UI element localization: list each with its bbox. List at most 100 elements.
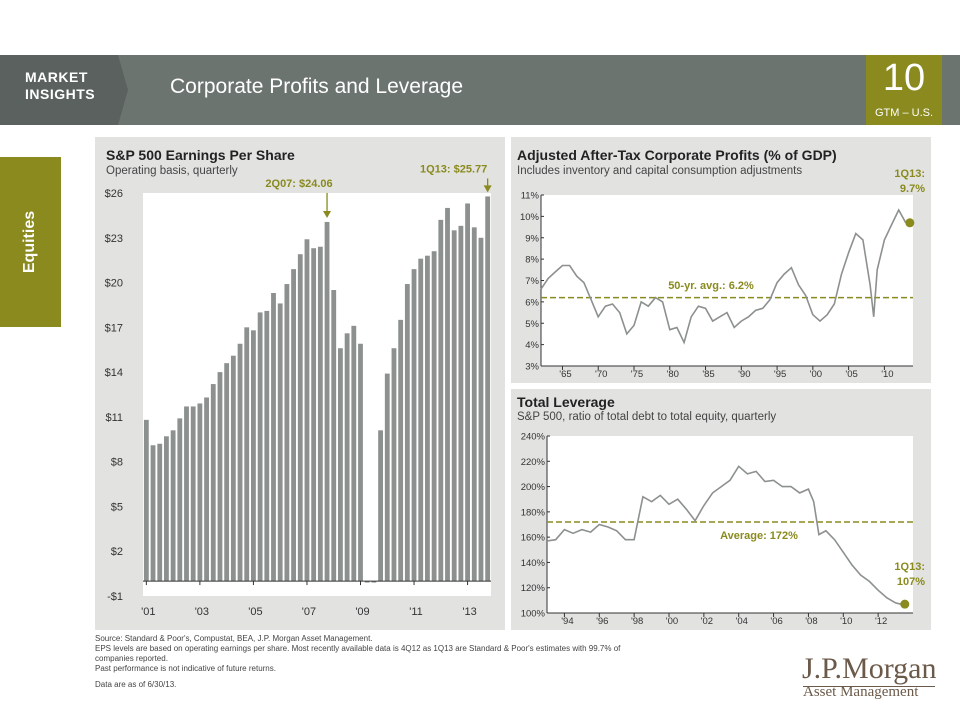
leverage-chart-title: Total Leverage bbox=[517, 394, 615, 410]
leverage-series-line bbox=[546, 465, 901, 605]
profits-ytick-label: 4% bbox=[525, 340, 539, 351]
jpmorgan-logo: J.P.Morgan bbox=[802, 652, 937, 685]
eps-bar bbox=[465, 203, 470, 582]
profits-xtick-label: '95 bbox=[774, 369, 786, 380]
eps-bar bbox=[210, 384, 216, 582]
eps-bar bbox=[244, 327, 250, 582]
leverage-end-marker bbox=[900, 599, 910, 609]
eps-bar bbox=[451, 230, 457, 582]
eps-bar bbox=[197, 403, 203, 582]
leverage-average-label: Average: 172% bbox=[720, 530, 798, 542]
eps-bar bbox=[217, 372, 223, 582]
eps-ytick-label: $26 bbox=[105, 188, 123, 200]
eps-bar bbox=[404, 284, 410, 582]
eps-bar bbox=[291, 269, 296, 582]
leverage-xtick-label: '04 bbox=[736, 616, 748, 627]
leverage-chart-panel: Total Leverage S&P 500, ratio of total d… bbox=[511, 389, 931, 630]
page-number: 10 bbox=[882, 57, 926, 99]
eps-bar bbox=[170, 430, 176, 582]
footnote-source: Source: Standard & Poor's, Compustat, BE… bbox=[95, 634, 373, 643]
eps-bar bbox=[431, 251, 437, 582]
eps-bar bbox=[251, 330, 256, 582]
eps-chart-subtitle: Operating basis, quarterly bbox=[106, 165, 238, 177]
footnote-eps: EPS levels are based on operating earnin… bbox=[95, 644, 621, 653]
profits-xtick-label: '05 bbox=[845, 369, 857, 380]
eps-ytick-label: $17 bbox=[105, 322, 123, 334]
leverage-plot-area bbox=[547, 436, 913, 613]
profits-ytick-label: 3% bbox=[525, 362, 539, 373]
eps-bar bbox=[277, 303, 283, 582]
leverage-xtick-label: '94 bbox=[561, 616, 573, 627]
profits-average-label: 50-yr. avg.: 6.2% bbox=[668, 280, 754, 292]
eps-bar bbox=[351, 325, 357, 582]
eps-bar bbox=[445, 207, 450, 582]
leverage-xtick-label: '08 bbox=[805, 616, 817, 627]
profits-plot-area bbox=[541, 195, 913, 366]
page-section-label: GTM – U.S. bbox=[874, 107, 934, 119]
eps-bar bbox=[317, 246, 323, 582]
eps-bar bbox=[157, 443, 163, 582]
leverage-xtick-label: '06 bbox=[770, 616, 782, 627]
leverage-ytick-label: 240% bbox=[521, 432, 546, 443]
page-title: Corporate Profits and Leverage bbox=[170, 75, 464, 98]
equities-tab[interactable]: Equities bbox=[0, 157, 61, 327]
eps-bar bbox=[358, 343, 363, 582]
market-insights-badge: MARKET INSIGHTS bbox=[0, 55, 118, 125]
profits-xtick-label: '85 bbox=[702, 369, 714, 380]
eps-annotation-label: 1Q13: $25.77 bbox=[420, 163, 487, 175]
eps-bar bbox=[150, 445, 156, 582]
eps-ytick-label: $5 bbox=[111, 501, 123, 513]
eps-bar bbox=[164, 436, 169, 582]
eps-ytick-label: $2 bbox=[111, 546, 123, 558]
eps-chart-panel: S&P 500 Earnings Per Share Operating bas… bbox=[95, 137, 505, 630]
leverage-xtick-label: '12 bbox=[875, 616, 887, 627]
eps-annotation-arrowhead bbox=[323, 210, 332, 218]
leverage-xtick-label: '00 bbox=[666, 616, 678, 627]
profits-xtick-label: '75 bbox=[631, 369, 643, 380]
profits-chart-title: Adjusted After-Tax Corporate Profits (% … bbox=[517, 147, 837, 163]
eps-bar bbox=[438, 219, 444, 582]
leverage-chart-subtitle: S&P 500, ratio of total debt to total eq… bbox=[517, 411, 777, 423]
leverage-ytick-label: 120% bbox=[521, 583, 546, 594]
profits-xtick-label: '10 bbox=[881, 369, 893, 380]
eps-bar bbox=[257, 312, 263, 582]
eps-bar bbox=[384, 373, 390, 582]
eps-bar bbox=[297, 254, 303, 582]
profits-xtick-label: '65 bbox=[559, 369, 571, 380]
profits-ytick-label: 8% bbox=[525, 255, 539, 266]
leverage-ytick-label: 160% bbox=[521, 533, 546, 544]
eps-xtick-label: '11 bbox=[409, 606, 423, 618]
profits-ytick-label: 11% bbox=[521, 191, 540, 202]
eps-xtick-label: '07 bbox=[302, 606, 316, 618]
profits-series-line bbox=[540, 208, 907, 345]
eps-bar bbox=[264, 310, 270, 582]
market-insights-label: MARKET INSIGHTS bbox=[25, 69, 96, 102]
profits-xtick-label: '90 bbox=[738, 369, 750, 380]
profits-xtick-label: '00 bbox=[810, 369, 822, 380]
eps-bar bbox=[204, 397, 209, 582]
eps-ytick-label: $14 bbox=[105, 367, 123, 379]
footnote-date: Data are as of 6/30/13. bbox=[95, 680, 177, 689]
leverage-xtick-label: '10 bbox=[840, 616, 852, 627]
eps-annotation-arrowhead bbox=[483, 185, 492, 193]
profits-end-marker bbox=[905, 218, 915, 228]
eps-xtick-label: '13 bbox=[462, 606, 476, 618]
eps-bar bbox=[344, 333, 350, 582]
eps-bar bbox=[237, 343, 243, 582]
eps-bar bbox=[284, 284, 290, 582]
eps-bar bbox=[485, 196, 491, 582]
leverage-xtick-label: '98 bbox=[631, 616, 643, 627]
eps-xtick-label: '05 bbox=[248, 606, 262, 618]
footnote-eps-cont: companies reported. bbox=[95, 654, 168, 663]
leverage-ytick-label: 100% bbox=[521, 609, 546, 620]
eps-bar bbox=[364, 581, 370, 583]
eps-bar bbox=[230, 355, 236, 582]
eps-bar bbox=[177, 418, 183, 582]
leverage-ytick-label: 140% bbox=[521, 558, 546, 569]
leverage-ytick-label: 220% bbox=[521, 457, 546, 468]
eps-bar bbox=[398, 319, 404, 582]
eps-bar bbox=[311, 248, 317, 582]
profits-end-label-line1: 1Q13: bbox=[894, 168, 925, 180]
leverage-end-label-line2: 107% bbox=[897, 576, 925, 588]
eps-bar bbox=[425, 255, 430, 582]
